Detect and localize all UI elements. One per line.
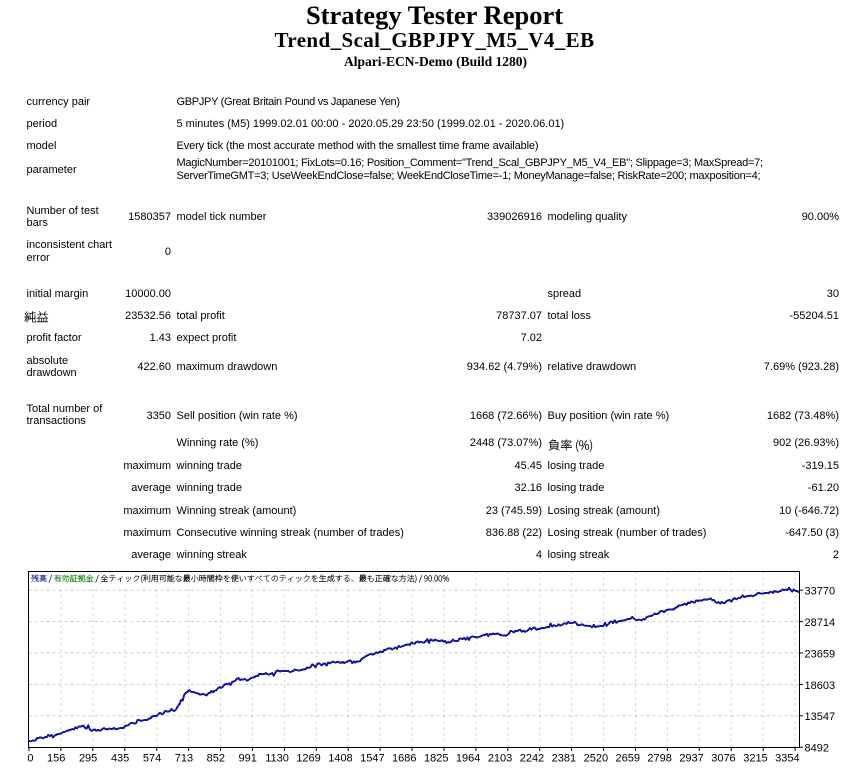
svg-text:2103: 2103	[488, 753, 512, 765]
svg-text:1547: 1547	[360, 753, 384, 765]
svg-text:852: 852	[207, 753, 225, 765]
svg-text:1130: 1130	[265, 753, 289, 765]
svg-text:2798: 2798	[647, 753, 671, 765]
svg-text:2520: 2520	[584, 753, 608, 765]
svg-text:713: 713	[175, 753, 193, 765]
svg-text:23659: 23659	[805, 648, 836, 660]
svg-text:991: 991	[239, 753, 257, 765]
svg-text:3354: 3354	[775, 753, 799, 765]
svg-text:28714: 28714	[805, 617, 836, 629]
svg-text:13547: 13547	[805, 711, 836, 723]
svg-text:1964: 1964	[456, 753, 480, 765]
svg-text:3076: 3076	[711, 753, 735, 765]
svg-text:1825: 1825	[424, 753, 448, 765]
svg-text:8492: 8492	[805, 743, 829, 755]
svg-text:574: 574	[143, 753, 161, 765]
svg-text:2242: 2242	[520, 753, 544, 765]
svg-text:1686: 1686	[392, 753, 416, 765]
svg-text:156: 156	[47, 753, 65, 765]
svg-text:3215: 3215	[743, 753, 767, 765]
svg-text:2659: 2659	[616, 753, 640, 765]
svg-text:2937: 2937	[679, 753, 703, 765]
svg-text:295: 295	[79, 753, 97, 765]
svg-text:1408: 1408	[328, 753, 352, 765]
svg-text:1269: 1269	[296, 753, 320, 765]
svg-text:18603: 18603	[805, 680, 836, 692]
svg-text:2381: 2381	[552, 753, 576, 765]
svg-text:435: 435	[111, 753, 129, 765]
svg-text:0: 0	[27, 753, 33, 765]
svg-text:33770: 33770	[805, 586, 836, 598]
